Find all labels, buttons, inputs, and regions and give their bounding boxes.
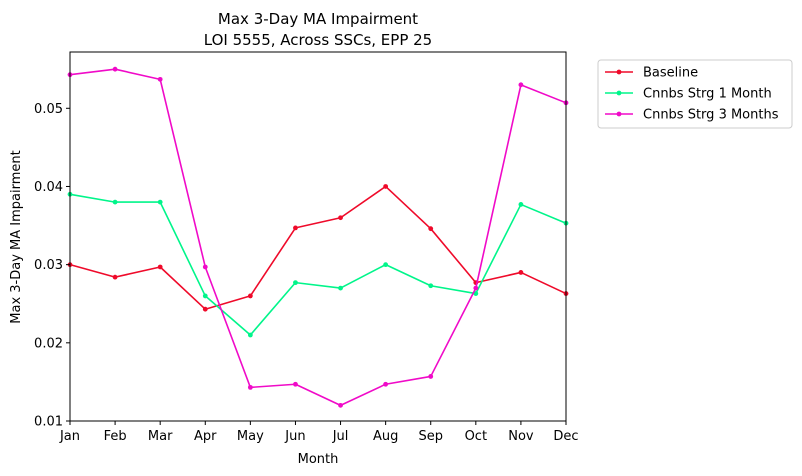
data-point <box>112 274 118 280</box>
x-tick-label: Sep <box>418 429 443 444</box>
y-tick-label: 0.02 <box>34 336 63 351</box>
data-point <box>428 374 434 379</box>
x-axis: Jan Feb Mar Apr May Jun Jul Aug Sep Oct Nov Dec <box>59 421 579 444</box>
x-tick-label: Feb <box>104 429 127 444</box>
series-2 <box>67 191 569 338</box>
data-point <box>518 82 524 88</box>
x-tick-label: Nov <box>508 429 534 444</box>
series-line <box>69 193 567 336</box>
data-point <box>112 199 118 205</box>
data-point <box>157 199 163 205</box>
plot-frame <box>69 51 567 422</box>
data-point <box>338 402 343 408</box>
series-1 <box>67 184 569 312</box>
x-tick-label: May <box>237 429 264 444</box>
data-point <box>383 262 389 268</box>
legend-marker <box>616 69 622 75</box>
series-3 <box>67 66 569 408</box>
data-point <box>247 293 253 299</box>
data-point <box>202 264 208 270</box>
x-axis-label: Month <box>298 452 339 467</box>
y-tick-label: 0.04 <box>34 180 63 195</box>
data-point <box>518 202 524 207</box>
data-point <box>157 76 163 82</box>
data-point <box>428 283 434 289</box>
legend-entry: Baseline <box>643 66 698 81</box>
y-axis-label: Max 3-Day MA Impairment <box>9 150 24 323</box>
data-point <box>293 381 298 387</box>
data-point <box>383 381 389 387</box>
legend: Baseline Cnnbs Strg 1 Month Cnnbs Strg 3 M… <box>597 59 793 129</box>
y-tick-label: 0.05 <box>34 102 63 117</box>
x-tick-label: Jan <box>59 429 80 444</box>
data-point <box>293 225 298 231</box>
data-point <box>202 306 208 312</box>
data-point <box>247 332 253 338</box>
data-point <box>202 293 208 299</box>
legend-marker <box>616 90 622 96</box>
y-axis: 0.01 0.02 0.03 0.04 0.05 <box>34 102 70 430</box>
data-point <box>428 226 434 232</box>
data-point <box>518 270 524 275</box>
x-tick-label: Aug <box>373 429 398 444</box>
chart-subtitle: LOI 5555, Across SSCs, EPP 25 <box>204 31 432 49</box>
data-point <box>473 285 479 291</box>
data-point <box>247 384 253 390</box>
x-tick-label: Dec <box>553 429 578 444</box>
plot-area <box>67 66 569 408</box>
data-point <box>473 291 479 296</box>
x-tick-label: Jul <box>332 429 349 444</box>
x-tick-label: Apr <box>194 429 217 444</box>
data-point <box>157 264 163 270</box>
legend-entry: Cnnbs Strg 3 Months <box>643 108 779 123</box>
x-tick-label: Jun <box>284 429 305 444</box>
x-tick-label: Mar <box>148 429 173 444</box>
y-tick-label: 0.03 <box>34 258 63 273</box>
legend-entry: Cnnbs Strg 1 Month <box>643 87 772 102</box>
x-tick-label: Oct <box>465 429 487 444</box>
series-line <box>69 185 567 311</box>
legend-marker <box>616 111 622 117</box>
chart-title: Max 3-Day MA Impairment <box>218 10 418 28</box>
data-point <box>338 215 343 221</box>
data-point <box>383 184 389 189</box>
legend-frame <box>597 59 793 129</box>
y-tick-label: 0.01 <box>34 415 63 430</box>
data-point <box>338 285 343 291</box>
data-point <box>293 280 298 286</box>
data-point <box>112 66 118 72</box>
series-line <box>69 68 567 407</box>
